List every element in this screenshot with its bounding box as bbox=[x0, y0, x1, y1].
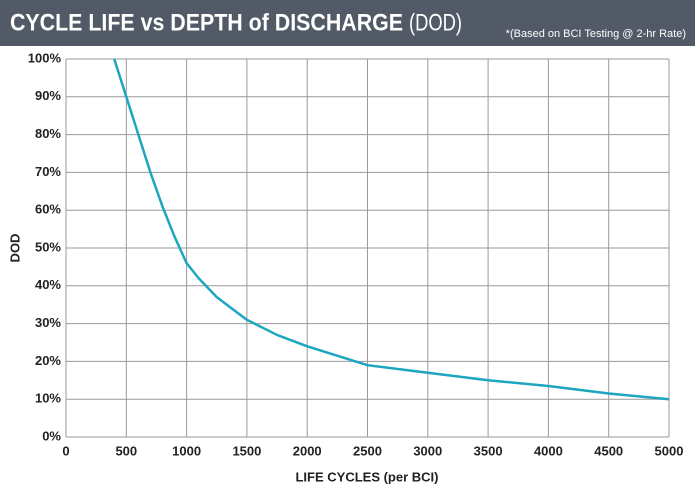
x-tick-label: 5000 bbox=[655, 443, 684, 458]
y-tick-label: 100% bbox=[28, 50, 62, 65]
y-tick-label: 90% bbox=[35, 88, 61, 103]
y-tick-label: 70% bbox=[35, 164, 61, 179]
x-tick-label: 4000 bbox=[534, 443, 563, 458]
data-line bbox=[113, 58, 670, 401]
y-tick-label: 20% bbox=[35, 353, 61, 368]
header-bar bbox=[0, 0, 695, 46]
y-tick-label: 40% bbox=[35, 277, 61, 292]
y-tick-label: 50% bbox=[35, 239, 61, 254]
y-axis-label: DOD bbox=[7, 234, 22, 263]
x-tick-label: 1500 bbox=[232, 443, 261, 458]
x-tick-label: 500 bbox=[115, 443, 137, 458]
y-tick-label: 10% bbox=[35, 391, 61, 406]
x-tick-label: 0 bbox=[62, 443, 69, 458]
chart-title: CYCLE LIFE vs DEPTH of DISCHARGE bbox=[10, 9, 403, 36]
y-tick-label: 30% bbox=[35, 315, 61, 330]
x-tick-label: 3500 bbox=[474, 443, 503, 458]
y-tick-label: 80% bbox=[35, 126, 61, 141]
y-tick-label: 0% bbox=[42, 428, 61, 443]
x-tick-label: 2000 bbox=[293, 443, 322, 458]
y-tick-label: 60% bbox=[35, 202, 61, 217]
chart-title-suffix: (DOD) bbox=[409, 9, 462, 36]
subtitle: *(Based on BCI Testing @ 2-hr Rate) bbox=[506, 28, 686, 40]
x-axis-label: LIFE CYCLES (per BCI) bbox=[295, 469, 438, 484]
x-tick-label: 4500 bbox=[594, 443, 623, 458]
x-tick-label: 3000 bbox=[413, 443, 442, 458]
x-tick-label: 2500 bbox=[353, 443, 382, 458]
x-tick-label: 1000 bbox=[172, 443, 201, 458]
